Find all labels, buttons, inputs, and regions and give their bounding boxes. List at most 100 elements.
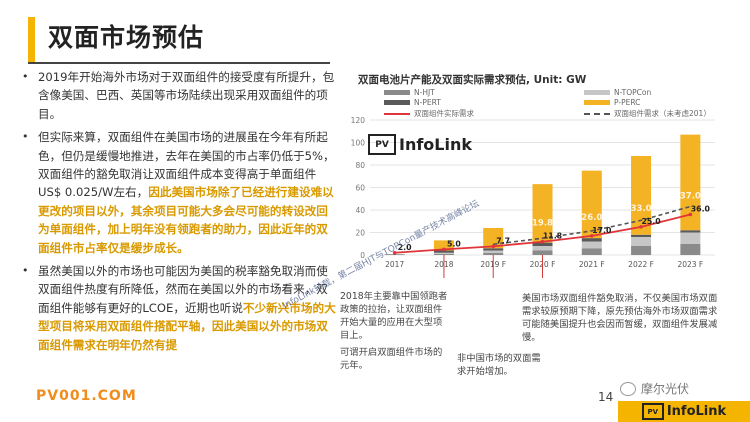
bar-segment bbox=[680, 232, 701, 244]
legend-item-p-perc: P-PERC bbox=[584, 98, 640, 107]
infolink-wordmark: InfoLink bbox=[399, 135, 473, 154]
demand-data-label: 17.0 bbox=[592, 226, 612, 235]
legend-label: N-TOPCon bbox=[614, 88, 652, 97]
demand-data-label: 7.7 bbox=[496, 236, 510, 245]
bar-segment bbox=[532, 242, 553, 246]
legend-swatch bbox=[584, 100, 610, 105]
bar-segment bbox=[483, 252, 504, 255]
legend-label: 双面组件需求（未考虑201） bbox=[614, 109, 711, 118]
pv-badge: PV bbox=[641, 403, 664, 420]
callout-2019: 非中国市场的双面需求开始增加。 bbox=[457, 352, 545, 378]
bullet-item: • 2019年开始海外市场对于双面组件的接受度有所提升，包含像美国、巴西、英国等市… bbox=[14, 68, 339, 123]
bullet-highlight-text: 不少新兴市场的大型项目将采用双面组件搭配平轴，因此美国以外的市场双面组件需求在明… bbox=[38, 300, 336, 352]
legend-label: 双面组件实际需求 bbox=[414, 109, 474, 118]
demand-point bbox=[442, 247, 446, 252]
bullet-text: 虽然美国以外的市场也可能因为美国的税率豁免取消而使双面组件热度有所降低，然而在美… bbox=[38, 264, 328, 315]
callout-text: 2018年主要靠中国领跑者政策的拉抬，让双面组件开始大量的应用在大型项目上。 bbox=[340, 291, 448, 341]
bar-segment bbox=[581, 241, 602, 249]
bar-segment bbox=[433, 240, 454, 251]
wechat-name: 摩尔光伏 bbox=[641, 382, 690, 396]
x-tick-label: 2023 F bbox=[677, 260, 703, 269]
bar-capacity-label: 37.0 bbox=[680, 192, 701, 202]
site-watermark: PV001.COM bbox=[36, 388, 137, 404]
legend-label: P-PERC bbox=[614, 98, 641, 107]
callout-2020: 美国市场双面组件豁免取消，不仅美国市场双面需求较原预期下降，原先预估海外市场双面… bbox=[522, 292, 718, 344]
bar-segment bbox=[631, 246, 652, 255]
bar-segment bbox=[483, 228, 504, 249]
y-tick-label: 40 bbox=[355, 206, 365, 215]
legend-dash-line bbox=[584, 112, 610, 115]
bar-segment bbox=[483, 248, 504, 251]
bar-capacity-label: 33.0 bbox=[631, 204, 652, 214]
y-tick-label: 120 bbox=[351, 116, 366, 125]
bar-capacity-label: 19.8 bbox=[532, 219, 553, 229]
bar-segment bbox=[483, 250, 504, 253]
legend-item-n-pert: N-PERT bbox=[384, 98, 441, 107]
demand-point bbox=[589, 234, 594, 238]
chart-title: 双面电池片产能及双面实际需求预估, Unit: GW bbox=[358, 74, 587, 86]
legend-item-demand: 双面组件实际需求 bbox=[384, 108, 474, 119]
bar-segment bbox=[581, 248, 602, 255]
title-underline bbox=[28, 62, 330, 64]
bar-segment bbox=[433, 252, 454, 254]
legend-swatch bbox=[584, 90, 610, 95]
legend-swatch bbox=[384, 90, 410, 95]
demand-data-label: 25.0 bbox=[641, 217, 661, 226]
y-tick-label: 60 bbox=[355, 184, 365, 193]
callout-2018: 2018年主要靠中国领跑者政策的拉抬，让双面组件开始大量的应用在大型项目上。 可… bbox=[340, 290, 448, 372]
bar-capacity-label: 26.0 bbox=[581, 213, 602, 223]
legend-item-n-hjt: N-HJT bbox=[384, 88, 435, 97]
legend-item-forecast: 双面组件需求（未考虑201） bbox=[584, 108, 711, 119]
bar-segment bbox=[532, 250, 553, 255]
pv-badge: PV bbox=[368, 134, 396, 155]
wechat-tag: 摩尔光伏 bbox=[620, 380, 689, 397]
bar-segment bbox=[532, 184, 553, 243]
bullet-text: 2019年开始海外市场对于双面组件的接受度有所提升，包含像美国、巴西、英国等市场… bbox=[38, 70, 335, 121]
x-tick-label: 2017 bbox=[385, 260, 404, 269]
bullet-dot-icon: • bbox=[22, 70, 29, 83]
footer-infolink-logo: PV InfoLink bbox=[618, 401, 750, 422]
infolink-wordmark: InfoLink bbox=[666, 404, 727, 419]
bullet-list: • 2019年开始海外市场对于双面组件的接受度有所提升，包含像美国、巴西、英国等市… bbox=[14, 68, 339, 359]
bar-segment bbox=[433, 250, 454, 253]
page-number: 14 bbox=[598, 390, 614, 404]
bar-segment bbox=[581, 170, 602, 239]
forecast-line bbox=[493, 205, 691, 246]
bullet-text: 但实际来算，双面组件在美国市场的进展虽在今年有所起色，但仍是缓慢地推进，去年在美… bbox=[38, 130, 335, 200]
y-tick-label: 0 bbox=[360, 251, 365, 260]
bar-segment bbox=[384, 254, 405, 255]
legend-item-n-topcon: N-TOPCon bbox=[584, 88, 651, 97]
bar-segment bbox=[532, 246, 553, 251]
bar-segment bbox=[680, 230, 701, 233]
callout-text: 美国市场双面组件豁免取消，不仅美国市场双面需求较原预期下降，原先预估海外市场双面… bbox=[522, 293, 718, 343]
bar-segment bbox=[631, 237, 652, 246]
legend-line bbox=[384, 112, 410, 115]
legend-label: N-HJT bbox=[414, 88, 435, 97]
bullet-item: • 但实际来算，双面组件在美国市场的进展虽在今年有所起色，但仍是缓慢地推进，去年在… bbox=[14, 128, 339, 257]
callout-text: 可谓开启双面组件市场的元年。 bbox=[340, 347, 443, 371]
callout-text: 非中国市场的双面需求开始增加。 bbox=[457, 353, 541, 377]
y-tick-label: 80 bbox=[355, 161, 365, 170]
legend-label: N-PERT bbox=[414, 98, 441, 107]
demand-point bbox=[392, 250, 397, 255]
bullet-highlight-text: 因此美国市场除了已经进行建设难以更改的项目以外，其余项目可能大多会尽可能的转设改… bbox=[38, 185, 334, 255]
demand-data-label: 11.8 bbox=[543, 232, 562, 241]
y-tick-label: 20 bbox=[355, 229, 365, 238]
demand-data-label: 2.0 bbox=[398, 243, 412, 252]
y-tick-label: 100 bbox=[351, 139, 366, 148]
demand-point bbox=[688, 212, 693, 217]
title-accent-bar bbox=[28, 17, 35, 63]
wechat-icon bbox=[620, 381, 636, 396]
bar-segment bbox=[680, 243, 701, 255]
bar-segment bbox=[680, 134, 701, 231]
demand-point bbox=[491, 244, 496, 249]
bar-segment bbox=[631, 156, 652, 235]
bullet-item: • 虽然美国以外的市场也可能因为美国的税率豁免取消而使双面组件热度有所降低，然而在… bbox=[14, 262, 339, 354]
bullet-dot-icon: • bbox=[22, 130, 29, 144]
page-title: 双面市场预估 bbox=[48, 23, 205, 52]
chart-infolink-logo: PV InfoLink bbox=[368, 134, 472, 155]
bar-segment bbox=[581, 238, 602, 242]
bar-segment bbox=[631, 234, 652, 237]
demand-point bbox=[639, 225, 643, 229]
